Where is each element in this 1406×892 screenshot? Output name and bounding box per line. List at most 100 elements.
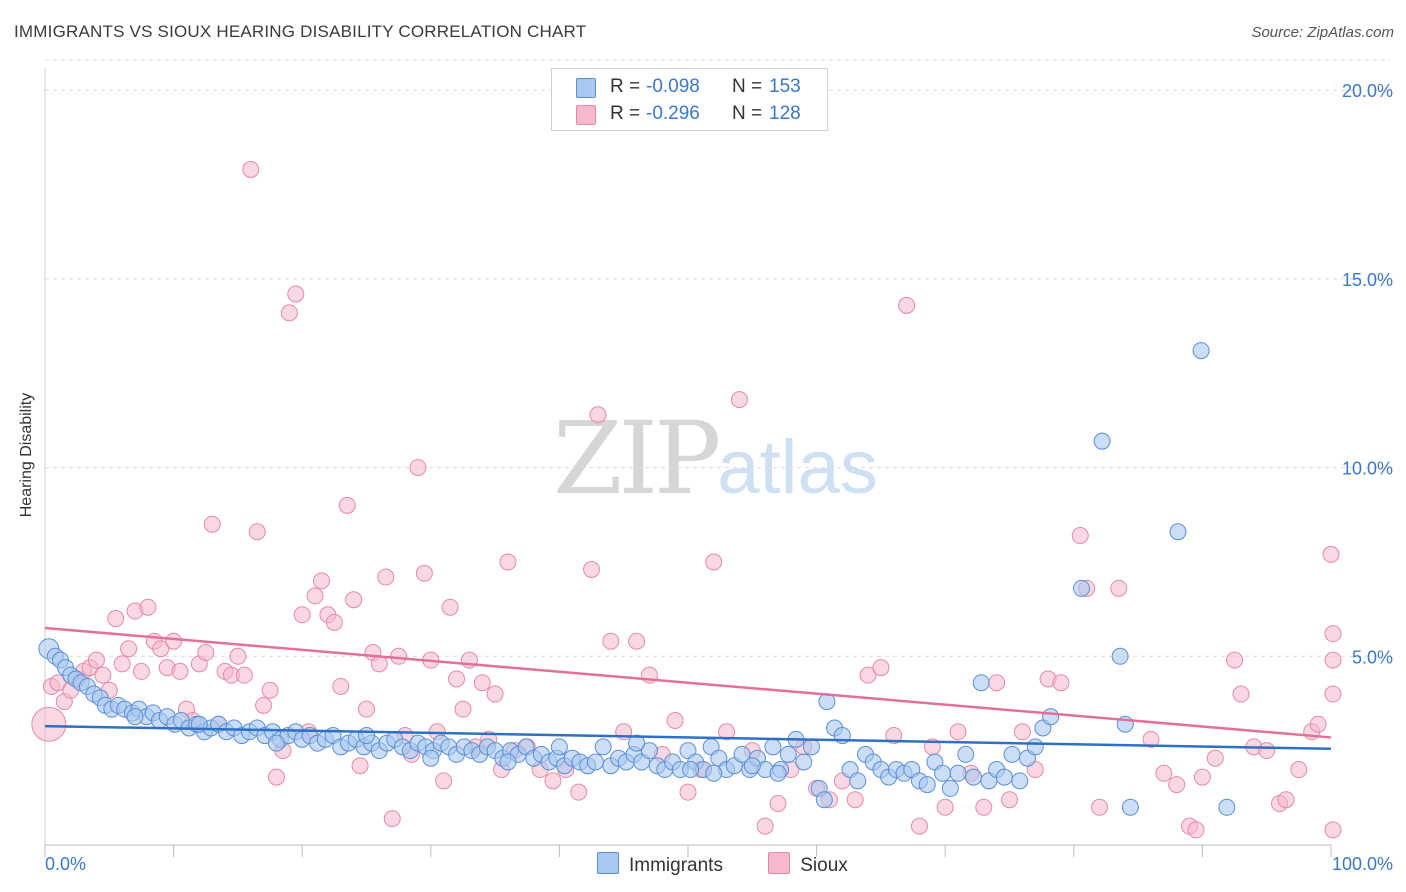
immigrants-trend-line — [44, 724, 1332, 751]
sioux-point — [602, 632, 620, 650]
immigrants-point — [764, 738, 782, 756]
sioux-point — [1258, 742, 1276, 760]
immigrants-point — [358, 727, 375, 745]
sioux-point — [1193, 768, 1211, 786]
sioux-point — [1226, 651, 1244, 669]
sioux-point — [679, 783, 697, 801]
immigrants-point — [964, 768, 982, 786]
immigrants-point — [682, 761, 700, 779]
source-label: Source: ZipAtlas.com — [1251, 24, 1394, 41]
sioux-point — [473, 674, 491, 692]
sioux-point — [306, 587, 324, 605]
sioux-point — [415, 564, 433, 582]
sioux-point — [370, 655, 388, 673]
sioux-point — [718, 723, 736, 741]
immigrants-point — [267, 734, 285, 752]
sioux-swatch — [576, 105, 596, 125]
stats-legend: R = -0.098 N = 153 R = -0.296 N = 128 — [551, 68, 828, 131]
immigrants-point — [1042, 708, 1060, 726]
legend-immigrants-label: Immigrants — [629, 855, 723, 876]
sioux-point — [730, 391, 748, 409]
sioux-point — [345, 591, 363, 609]
sioux-point — [435, 772, 453, 790]
sioux-point — [293, 606, 311, 624]
sioux-point — [49, 674, 67, 692]
sioux-point — [1324, 651, 1342, 669]
sioux-point — [448, 670, 466, 688]
legend-item-immigrants: Immigrants — [597, 852, 723, 876]
sioux-point — [666, 711, 684, 729]
sioux-point — [1322, 545, 1340, 563]
sioux-point — [383, 810, 401, 828]
sioux-point — [1091, 798, 1109, 816]
immigrants-point — [1073, 579, 1091, 597]
x-tick-label: 100.0% — [1332, 854, 1393, 874]
x-tick-label: 0.0% — [45, 854, 86, 874]
sioux-point — [570, 783, 588, 801]
sioux-point — [113, 655, 131, 673]
sioux-point — [1324, 821, 1342, 839]
immigrants-point — [802, 738, 820, 756]
immigrants-point — [743, 757, 761, 775]
sioux-point — [583, 560, 601, 578]
sioux-legend-swatch — [768, 852, 791, 874]
sioux-point — [261, 681, 279, 699]
sioux-point — [94, 666, 112, 684]
sioux-point — [390, 647, 408, 665]
immigrants-point — [1218, 798, 1236, 816]
sioux-point — [988, 674, 1006, 692]
sioux-point — [152, 640, 170, 658]
sioux-point — [197, 644, 215, 662]
n-label: N = — [732, 103, 763, 124]
sioux-point — [171, 662, 189, 680]
sioux-point — [846, 791, 864, 809]
sioux-point — [165, 632, 183, 650]
sioux-point — [441, 598, 459, 616]
n-label: N = — [732, 76, 763, 97]
r-value: -0.098 — [646, 76, 700, 97]
sioux-point — [235, 666, 253, 684]
r-label: R = — [610, 103, 641, 124]
sioux-point — [255, 696, 273, 714]
immigrants-point — [640, 742, 658, 760]
sioux-point — [377, 568, 395, 586]
sioux-point — [338, 496, 356, 514]
immigrants-point — [957, 745, 975, 763]
sioux-point — [409, 459, 427, 477]
sioux-point — [132, 662, 150, 680]
immigrants-point — [1026, 738, 1044, 756]
sioux-point — [1155, 764, 1173, 782]
sioux-point — [1142, 730, 1160, 748]
sioux-point — [872, 659, 890, 677]
sioux-point — [910, 817, 928, 835]
immigrants-point — [941, 779, 959, 797]
sioux-point — [1309, 715, 1327, 733]
immigrants-point — [769, 764, 787, 782]
sioux-point — [203, 515, 221, 533]
immigrants-point — [1011, 772, 1029, 790]
immigrants-point — [1169, 523, 1187, 541]
sioux-point — [312, 572, 330, 590]
sioux-point — [1013, 723, 1031, 741]
sioux-point — [1168, 776, 1186, 794]
immigrants-point — [126, 708, 144, 726]
series-legend: Immigrants Sioux — [597, 852, 888, 877]
watermark: ZIPatlas — [553, 400, 878, 517]
sioux-point — [769, 794, 787, 812]
sioux-point — [1232, 685, 1250, 703]
sioux-point — [628, 632, 646, 650]
n-value: 128 — [769, 103, 801, 124]
immigrants-point — [918, 776, 936, 794]
sioux-point — [975, 798, 993, 816]
y-tick-label: 5.0% — [1352, 647, 1393, 667]
immigrants-point — [815, 791, 833, 809]
sioux-point — [859, 666, 877, 684]
sioux-point — [1324, 625, 1342, 643]
sioux-point — [1001, 791, 1018, 809]
sioux-point — [267, 768, 285, 786]
n-value: 153 — [769, 76, 801, 97]
immigrants-point — [1003, 745, 1021, 763]
immigrants-point — [849, 772, 867, 790]
r-label: R = — [610, 76, 641, 97]
sioux-point — [544, 772, 562, 790]
